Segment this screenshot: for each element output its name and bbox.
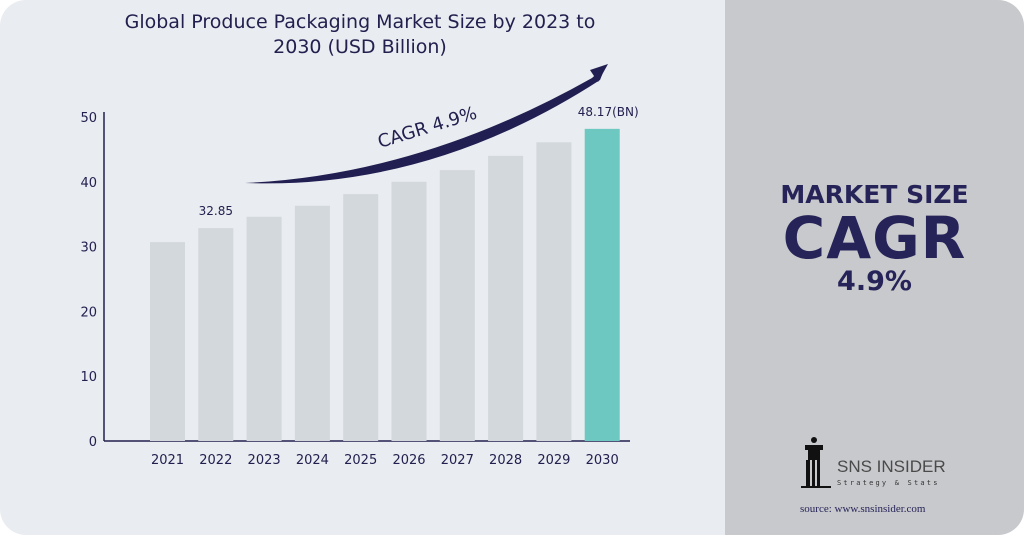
x-tick-label: 2026	[392, 453, 425, 468]
side-panel: MARKET SIZE CAGR 4.9%	[725, 0, 1024, 535]
bar-2021	[150, 242, 185, 441]
y-tick-label: 30	[80, 241, 97, 256]
x-tick-label: 2028	[489, 453, 522, 468]
bar-2022	[198, 228, 234, 441]
chart-title: Global Produce Packaging Market Size by …	[124, 11, 596, 58]
x-tick-label: 2023	[248, 453, 281, 468]
cagr-label: CAGR	[782, 204, 967, 272]
market-size-label: MARKET SIZE	[780, 180, 969, 209]
bar-2029	[536, 142, 572, 441]
bar-2025	[343, 194, 379, 441]
cagr-value: 4.9%	[837, 266, 912, 297]
logo-tagline: Strategy & Stats	[837, 479, 940, 487]
x-tick-label: 2022	[199, 453, 232, 468]
bar-2026	[391, 181, 427, 442]
bar-2024	[294, 205, 330, 441]
y-tick-label: 20	[80, 305, 97, 320]
y-tick-label: 10	[80, 370, 97, 385]
data-label-2022: 32.85	[199, 204, 233, 218]
bar-2030	[584, 128, 620, 441]
arrow-head-icon	[590, 64, 608, 82]
y-tick-label: 40	[80, 176, 97, 191]
x-tick-label: 2024	[296, 453, 329, 468]
bar-2023	[246, 216, 282, 441]
x-tick-label: 2025	[344, 453, 377, 468]
y-tick-label: 50	[80, 111, 97, 126]
x-tick-label: 2027	[441, 453, 474, 468]
bar-2027	[439, 170, 475, 442]
x-tick-label: 2030	[586, 453, 619, 468]
bar-2028	[488, 155, 524, 441]
logo-name: SNS INSIDER	[837, 457, 946, 476]
source-text: source: www.snsinsider.com	[800, 503, 926, 515]
data-label-2030: 48.17(BN)	[578, 105, 639, 119]
x-tick-label: 2021	[151, 453, 184, 468]
y-tick-label: 0	[89, 435, 97, 450]
x-tick-label: 2029	[537, 453, 570, 468]
cagr-arrow-icon	[245, 65, 606, 184]
